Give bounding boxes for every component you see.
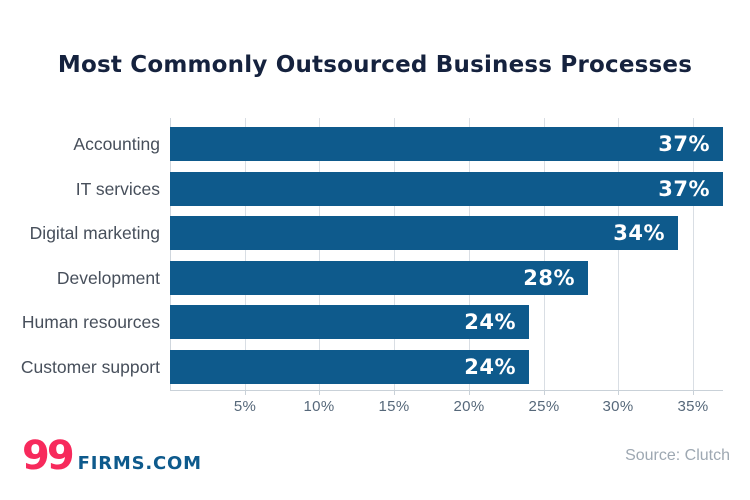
category-label-it-services: IT services [75,179,160,199]
gridline-5% [245,118,246,390]
x-axis-tick [469,390,470,395]
category-label-digital-marketing: Digital marketing [29,223,160,243]
x-axis-tick-label-15%: 15% [378,398,410,415]
bar-accounting: 37% [170,127,723,161]
x-axis-tick-label-20%: 20% [453,398,485,415]
x-axis-tick [693,390,694,395]
gridline-10% [319,118,320,390]
chart-title: Most Commonly Outsourced Business Proces… [57,52,693,78]
category-label-accounting: Accounting [73,134,160,154]
x-axis-tick-label-35%: 35% [677,398,709,415]
bar-development: 28% [170,261,588,295]
x-axis-tick-label-10%: 10% [303,398,335,415]
logo-firms-com-text: FIRMS.COM [77,453,202,474]
gridline-20% [469,118,470,390]
category-axis-labels: Accounting IT services Digital marketing De… [0,118,160,390]
category-label-development: Development [56,268,160,288]
bar-value-label: 28% [523,266,575,290]
y-axis-line [170,118,171,390]
x-axis-tick [245,390,246,395]
x-axis-tick [544,390,545,395]
bar-value-label: 37% [658,177,710,201]
x-axis-baseline [170,390,723,391]
brand-logo: 99 FIRMS.COM [22,433,202,479]
logo-99-mark: 99 [22,433,75,479]
x-axis-tick [394,390,395,395]
category-label-customer-support: Customer support [20,357,160,377]
bar-digital-marketing: 34% [170,216,678,250]
bar-value-label: 37% [658,132,710,156]
bar-customer-support: 24% [170,350,529,384]
x-axis-tick [618,390,619,395]
gridline-30% [618,118,619,390]
bar-human-resources: 24% [170,305,529,339]
x-axis-tick [319,390,320,395]
category-label-human-resources: Human resources [21,312,160,332]
x-axis-tick-label-25%: 25% [528,398,560,415]
bar-value-label: 24% [464,355,516,379]
bar-value-label: 34% [613,221,665,245]
gridline-25% [544,118,545,390]
bar-value-label: 24% [464,310,516,334]
footer: 99 FIRMS.COM Source: Clutch [0,430,750,482]
source-attribution: Source: Clutch [625,447,730,464]
gridline-15% [394,118,395,390]
x-axis-tick-label-5%: 5% [233,398,257,415]
x-axis-tick-label-30%: 30% [602,398,634,415]
gridline-35% [693,118,694,390]
bar-chart-plot-area: 37% 37% 34% 28% 24% 24% 5% 10% 15% 20% 25% 30% 35% [170,118,723,415]
bar-it-services: 37% [170,172,723,206]
